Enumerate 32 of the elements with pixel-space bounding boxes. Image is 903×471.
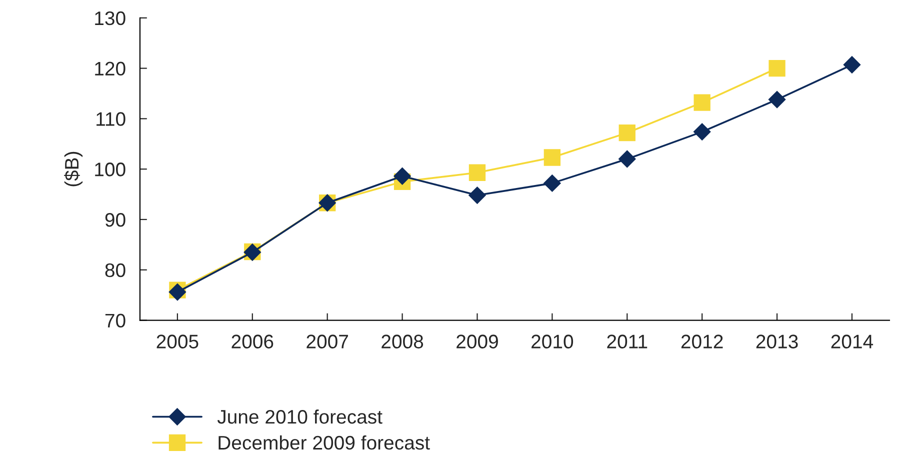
- x-tick-label: 2011: [607, 334, 648, 348]
- point: [544, 174, 561, 192]
- x-tick-label: 2007: [306, 334, 348, 348]
- y-tick-label: 100: [95, 162, 126, 176]
- point: [768, 90, 786, 108]
- y-tick-label: 70: [105, 314, 126, 328]
- y-tick-label: 120: [95, 62, 126, 76]
- point: [468, 164, 486, 181]
- point: [618, 124, 636, 142]
- point: [768, 60, 786, 77]
- x-tick-label: 2012: [681, 334, 723, 348]
- x-tick-label: 2014: [831, 334, 874, 348]
- y-tick-label: 110: [96, 112, 126, 126]
- y-tick-label: 80: [105, 263, 126, 278]
- point: [394, 168, 411, 185]
- y-tick-label: 90: [105, 212, 126, 227]
- legend-label: December 2009 forecast: [218, 435, 430, 450]
- point: [694, 123, 711, 140]
- x-tick-label: 2009: [456, 334, 498, 348]
- x-tick-label: 2005: [156, 334, 198, 348]
- point: [468, 186, 486, 204]
- point: [843, 56, 861, 74]
- x-tick-label: 2006: [232, 334, 274, 348]
- y-tick-label: 130: [95, 11, 126, 26]
- x-tick-label: 2013: [756, 334, 798, 348]
- point: [694, 94, 710, 111]
- point: [544, 149, 561, 166]
- x-tick-label: 2010: [532, 334, 574, 348]
- point: [618, 150, 636, 168]
- legend-label: June 2010 forecast: [217, 409, 382, 424]
- x-tick-label: 2008: [382, 334, 424, 348]
- y-axis-title: ($B): [64, 152, 83, 186]
